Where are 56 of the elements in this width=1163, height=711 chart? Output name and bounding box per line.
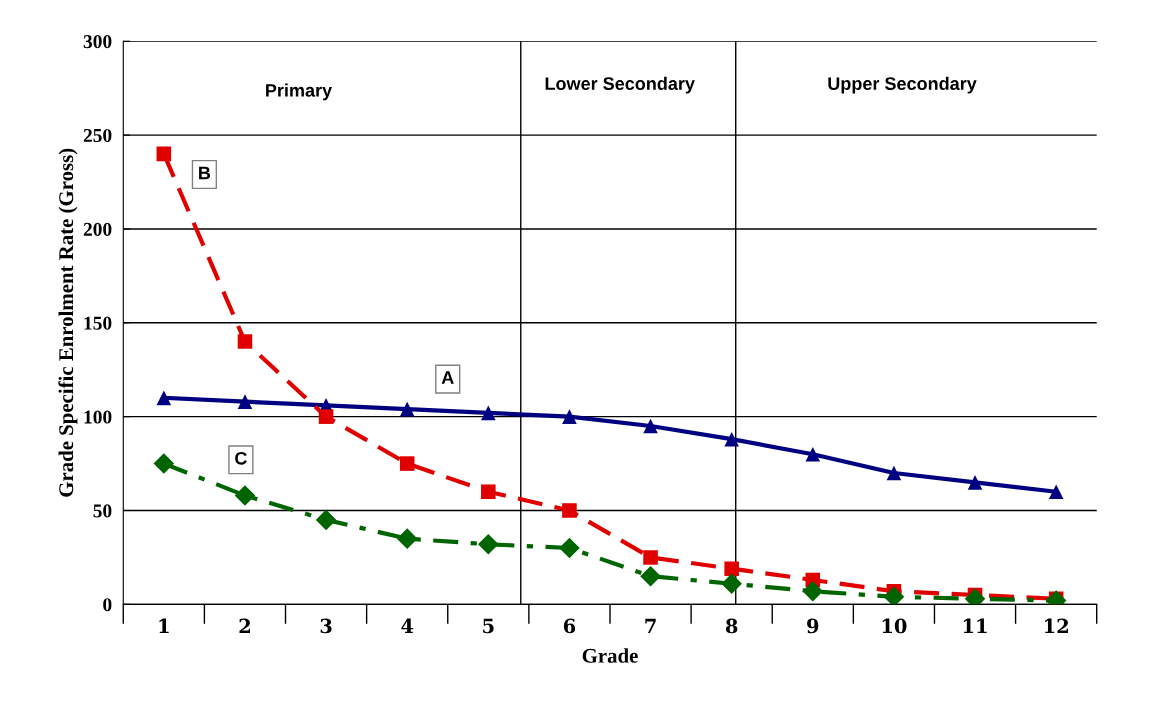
- x-tick-label: 3: [320, 618, 332, 634]
- point: [724, 431, 739, 447]
- annotation: Primary: [266, 83, 333, 101]
- x-tick-label: 1: [159, 618, 169, 634]
- x-tick-label: 2: [239, 618, 250, 634]
- point: [643, 550, 658, 565]
- x-tick-label: 7: [645, 618, 656, 634]
- point: [399, 401, 415, 417]
- y-axis-title: Grade Specific Enrolment Rate (Gross): [58, 148, 78, 497]
- x-tick-label: 6: [563, 618, 576, 634]
- point: [396, 528, 418, 549]
- point: [318, 409, 334, 424]
- point: [153, 453, 175, 474]
- annotation: Upper Secondary: [828, 76, 977, 94]
- x-tick-label: 8: [725, 618, 738, 634]
- point: [967, 475, 983, 490]
- y-tick-label: 50: [93, 504, 112, 518]
- x-tick-label: 9: [807, 618, 819, 634]
- series-label: A: [441, 371, 454, 384]
- point: [237, 334, 253, 349]
- point: [559, 537, 580, 559]
- point: [399, 456, 415, 471]
- series-label: C: [235, 451, 247, 465]
- point: [562, 503, 577, 518]
- point: [721, 573, 742, 594]
- point: [156, 390, 172, 406]
- point: [156, 146, 172, 162]
- x-tick-label: 5: [483, 618, 494, 634]
- point: [883, 586, 905, 605]
- point: [640, 565, 661, 587]
- y-tick-label: 250: [83, 128, 112, 143]
- point: [724, 561, 739, 576]
- point: [643, 418, 658, 434]
- point: [237, 394, 253, 409]
- series-label: B: [199, 166, 211, 180]
- annotation: Lower Secondary: [545, 76, 695, 94]
- point: [802, 580, 824, 602]
- y-tick-label: 100: [84, 410, 112, 424]
- y-tick-label: 300: [83, 35, 112, 49]
- point: [805, 446, 821, 462]
- point: [1048, 484, 1064, 500]
- x-tick-label: 4: [401, 618, 414, 634]
- point: [481, 405, 496, 421]
- point: [886, 465, 902, 481]
- point: [562, 409, 577, 424]
- x-tick-label: 12: [1044, 618, 1068, 634]
- y-tick-label: 0: [103, 598, 112, 612]
- point: [315, 509, 337, 531]
- x-tick-label: 11: [963, 618, 987, 634]
- point: [478, 533, 499, 555]
- y-tick-label: 150: [84, 316, 112, 330]
- point: [481, 484, 496, 500]
- x-tick-label: 10: [882, 618, 907, 634]
- y-tick-label: 200: [83, 222, 112, 236]
- point: [234, 485, 256, 506]
- x-axis-title: Grade: [582, 648, 638, 663]
